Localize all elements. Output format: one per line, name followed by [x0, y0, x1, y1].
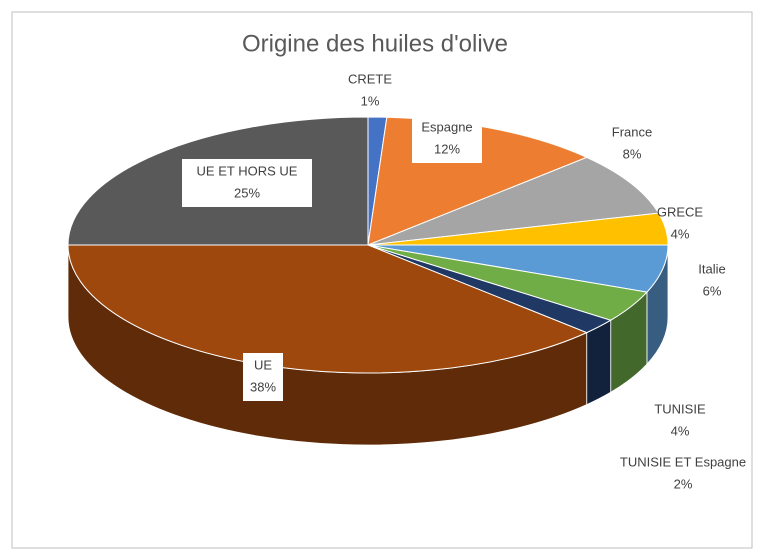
- slice-label: UE: [254, 357, 272, 372]
- slice-label: France: [612, 124, 652, 139]
- value-label: 12%: [434, 141, 460, 156]
- value-label: 2%: [674, 476, 693, 491]
- slice-side: [586, 319, 612, 406]
- label-box: [182, 159, 312, 207]
- slice-label: TUNISIE ET Espagne: [620, 454, 746, 469]
- chart-title: Origine des huiles d'olive: [242, 30, 508, 57]
- value-label: 8%: [623, 146, 642, 161]
- slice-label: CRETE: [348, 71, 392, 86]
- value-label: 4%: [671, 423, 690, 438]
- value-label: 6%: [703, 283, 722, 298]
- slice-label: Espagne: [421, 119, 472, 134]
- value-label: 1%: [361, 93, 380, 108]
- slice-label: GRECE: [657, 204, 704, 219]
- slice-label: Italie: [698, 261, 725, 276]
- label-box: [412, 115, 482, 163]
- label-box: [243, 353, 283, 401]
- value-label: 25%: [234, 185, 260, 200]
- slice-label: TUNISIE: [654, 401, 706, 416]
- value-label: 4%: [671, 226, 690, 241]
- value-label: 38%: [250, 379, 276, 394]
- slice: [367, 156, 660, 246]
- slice-label: UE ET HORS UE: [197, 163, 298, 178]
